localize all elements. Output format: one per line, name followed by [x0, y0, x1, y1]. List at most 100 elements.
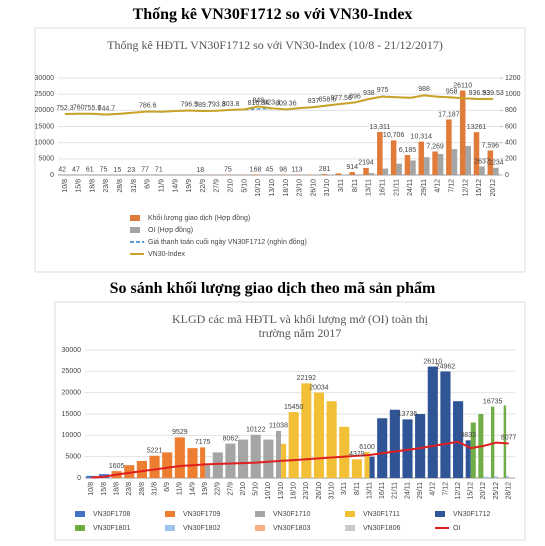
legend-swatch [130, 215, 140, 221]
x-tick-label: 31/10 [328, 482, 335, 500]
bar [508, 477, 512, 478]
y-tick-label: 15000 [62, 411, 82, 418]
data-label: 914 [346, 164, 358, 171]
bar [382, 168, 389, 175]
bar [490, 406, 495, 478]
x-tick-label: 2/10 [240, 482, 247, 496]
legend-swatch [165, 511, 175, 517]
data-label: 858.6 [319, 96, 337, 103]
bar [252, 174, 259, 175]
x-tick-label: 20/12 [490, 179, 497, 197]
x-tick-label: 13/10 [278, 482, 285, 500]
bar [432, 151, 438, 175]
data-label: 896 [349, 93, 361, 100]
x-tick-label: 11/9 [158, 179, 165, 192]
x-tick-label: 13/11 [366, 179, 373, 196]
bar [301, 383, 312, 478]
data-label: 13261 [467, 124, 487, 131]
chart-title: KLGD các mã HĐTL và khối lượng mở (OI) t… [171, 312, 429, 340]
x-tick-label: 31/8 [151, 482, 158, 496]
x-tick-label: 5/10 [241, 179, 248, 193]
data-label: 23 [127, 167, 135, 174]
y2-tick-label: 400 [505, 140, 517, 147]
x-tick-label: 11/9 [177, 482, 184, 495]
bar [459, 90, 466, 175]
legend-swatch [345, 525, 355, 531]
y-tick-label: 30000 [62, 347, 82, 354]
data-label: 939.53 [482, 90, 504, 97]
bar [410, 160, 416, 175]
x-tick-label: 23/10 [297, 179, 304, 197]
y-tick-label: 15000 [35, 123, 55, 130]
bar [487, 150, 494, 175]
data-label: 45 [265, 167, 273, 174]
legend-label: VN30F1710 [273, 511, 310, 518]
x-tick-label: 23/10 [303, 482, 310, 500]
x-tick-label: 26/10 [316, 482, 323, 500]
y-tick-label: 5000 [38, 156, 54, 163]
data-label: 26110 [423, 358, 442, 365]
bar [404, 155, 411, 175]
bar [479, 166, 485, 175]
data-label: 26110 [453, 82, 472, 89]
data-label: 816.84 [248, 100, 270, 107]
data-label: 938 [363, 90, 375, 97]
y-tick-label: 20000 [62, 390, 82, 397]
x-tick-label: 27/9 [214, 179, 221, 193]
bar [446, 119, 452, 175]
x-tick-label: 28/12 [506, 482, 513, 500]
bar [494, 476, 498, 478]
bar [389, 409, 400, 478]
bar [162, 452, 173, 478]
legend-label: VN30F1712 [453, 511, 490, 518]
x-tick-label: 18/10 [283, 179, 290, 197]
bar [335, 173, 342, 175]
y-tick-label: 10000 [35, 140, 55, 147]
line [91, 440, 509, 479]
data-label: 281 [319, 166, 331, 173]
x-tick-label: 2/10 [228, 179, 235, 193]
data-label: 98 [279, 167, 287, 174]
data-label: 8077 [501, 434, 517, 441]
data-label: 803.8 [222, 101, 240, 108]
legend-swatch [435, 511, 445, 517]
y-tick-label: 0 [77, 475, 81, 482]
bar [440, 371, 451, 478]
data-label: 837 [308, 98, 320, 105]
x-tick-label: 19/9 [186, 179, 193, 193]
x-tick-label: 13/11 [366, 482, 373, 499]
y-tick-label: 25000 [62, 368, 82, 375]
bar [238, 439, 249, 478]
data-label: 760 [73, 104, 85, 111]
x-tick-label: 3/11 [338, 179, 345, 192]
data-label: 744.7 [98, 106, 116, 113]
y-tick-label: 5000 [65, 454, 81, 461]
y-tick-label: 10000 [62, 432, 82, 439]
legend-label: VN30-Index [148, 251, 185, 258]
x-tick-label: 7/12 [442, 482, 449, 496]
x-tick-label: 16/11 [379, 482, 386, 499]
data-label: 2637 [474, 158, 490, 165]
data-label: 796.5 [180, 101, 198, 108]
bar [205, 465, 211, 478]
legend-label: OI [453, 525, 460, 532]
legend-label: VN30F1711 [363, 511, 400, 518]
chart-title: Thống kê HĐTL VN30F1712 so với VN30-Inde… [107, 38, 443, 52]
data-label: 17,187 [438, 111, 460, 118]
data-label: 10,314 [411, 133, 433, 140]
legend-swatch [75, 525, 85, 531]
x-tick-label: 8/11 [354, 482, 361, 495]
bar [250, 434, 261, 478]
heading: So sánh khối lượng giao dịch theo mã sản… [109, 280, 436, 297]
x-tick-label: 31/10 [324, 179, 331, 197]
x-tick-label: 5/10 [253, 482, 260, 496]
data-label: 75 [100, 167, 108, 174]
data-label: 47 [72, 167, 80, 174]
data-label: 24962 [436, 363, 456, 370]
data-label: 11038 [269, 423, 288, 430]
y2-tick-label: 600 [505, 123, 517, 130]
legend-label: VN30F1803 [273, 525, 310, 532]
legend-swatch [255, 525, 265, 531]
x-tick-label: 6/9 [145, 179, 152, 189]
